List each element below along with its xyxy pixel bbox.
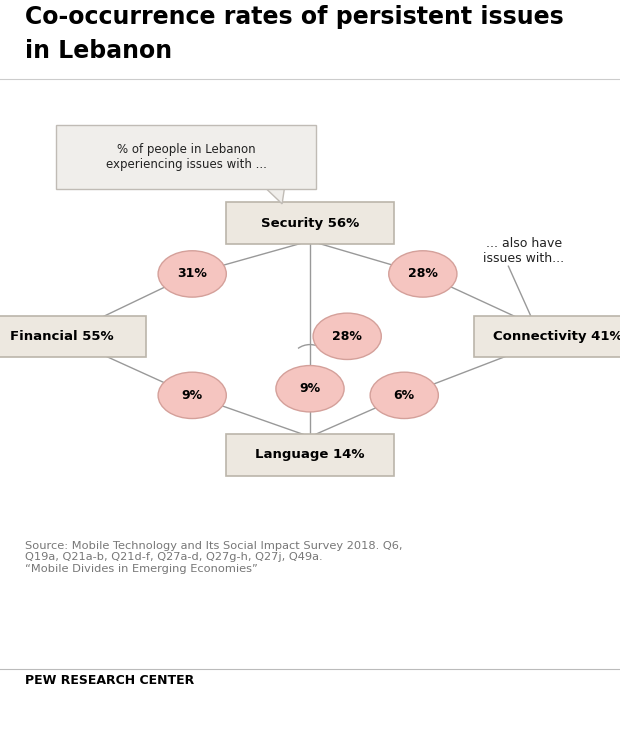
Text: Financial 55%: Financial 55% — [10, 330, 114, 342]
Polygon shape — [260, 183, 285, 204]
Ellipse shape — [370, 372, 438, 419]
Text: 28%: 28% — [332, 330, 362, 342]
FancyBboxPatch shape — [474, 315, 620, 357]
Ellipse shape — [158, 251, 226, 297]
Text: in Lebanon: in Lebanon — [25, 39, 172, 64]
Text: Security 56%: Security 56% — [261, 217, 359, 230]
FancyBboxPatch shape — [226, 203, 394, 244]
Ellipse shape — [389, 251, 457, 297]
FancyBboxPatch shape — [226, 434, 394, 476]
Text: Co-occurrence rates of persistent issues: Co-occurrence rates of persistent issues — [25, 5, 564, 29]
Text: Source: Mobile Technology and Its Social Impact Survey 2018. Q6,
Q19a, Q21a-b, Q: Source: Mobile Technology and Its Social… — [25, 541, 402, 574]
FancyBboxPatch shape — [0, 315, 146, 357]
Text: Language 14%: Language 14% — [255, 448, 365, 461]
Text: 31%: 31% — [177, 268, 207, 280]
Text: 9%: 9% — [182, 389, 203, 402]
Text: 28%: 28% — [408, 268, 438, 280]
Text: PEW RESEARCH CENTER: PEW RESEARCH CENTER — [25, 674, 194, 687]
Text: ... also have
issues with...: ... also have issues with... — [484, 237, 564, 265]
Text: 6%: 6% — [394, 389, 415, 402]
Ellipse shape — [313, 313, 381, 360]
Ellipse shape — [276, 366, 344, 412]
Ellipse shape — [158, 372, 226, 419]
Text: Connectivity 41%: Connectivity 41% — [493, 330, 620, 342]
FancyBboxPatch shape — [56, 125, 316, 189]
Text: % of people in Lebanon
experiencing issues with ...: % of people in Lebanon experiencing issu… — [105, 143, 267, 171]
Text: 9%: 9% — [299, 383, 321, 395]
